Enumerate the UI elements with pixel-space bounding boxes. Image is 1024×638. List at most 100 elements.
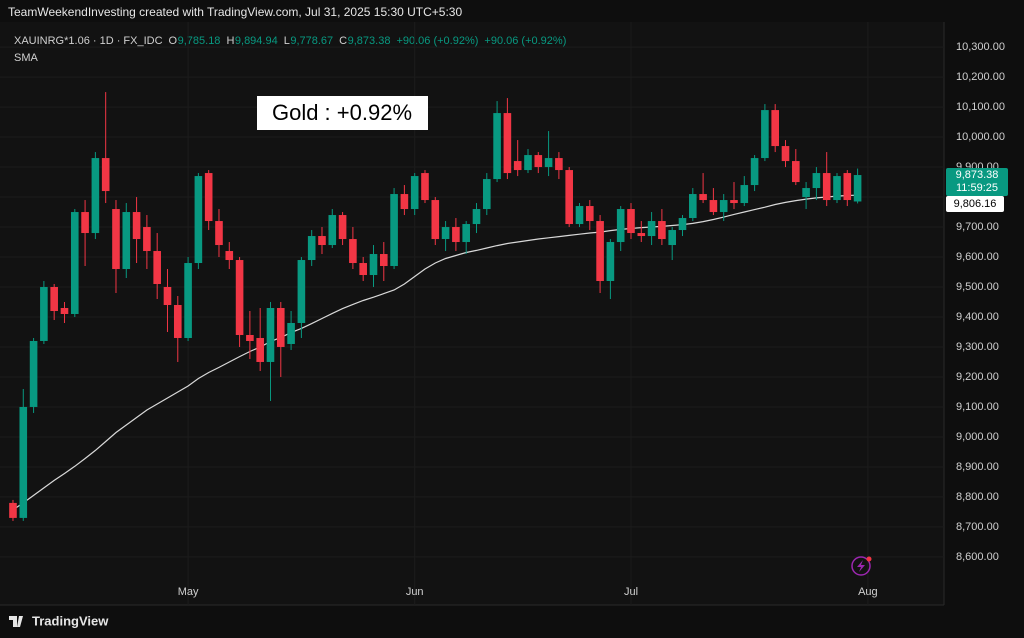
candle-body: [29, 340, 38, 407]
candle-body: [225, 251, 234, 261]
candle-body: [761, 110, 769, 159]
candle-body: [812, 173, 821, 189]
price-tag-box: [946, 168, 1008, 197]
candle-body: [791, 161, 800, 183]
candle-body: [246, 334, 254, 341]
candle-body: [853, 175, 862, 202]
candle-body: [606, 242, 615, 282]
legend-item: +90.06 (+0.92%): [484, 35, 566, 47]
candle-body: [771, 110, 779, 147]
x-tick-label: Jun: [406, 586, 424, 598]
candle-body: [400, 194, 409, 210]
candle-body: [441, 227, 450, 240]
candle-body: [709, 200, 718, 213]
candle-body: [40, 287, 48, 341]
candle-body: [287, 322, 295, 344]
legend-item: O: [169, 35, 178, 47]
candle-body: [91, 158, 100, 234]
candle-body: [596, 221, 604, 282]
y-tick-label: 9,300.00: [956, 341, 999, 353]
footer-brand: TradingView: [32, 613, 109, 628]
candle-body: [730, 200, 738, 204]
legend: XAUINRG*1.06 · 1D · FX_IDC O 9,785.18 H 9,89…: [14, 35, 566, 47]
candle-body: [9, 502, 17, 518]
legend-item: C: [339, 35, 347, 47]
candle-body: [173, 305, 182, 338]
sma-line: [12, 194, 858, 511]
candle-body: [637, 233, 646, 237]
candle-body: [658, 221, 666, 240]
candle-body: [81, 212, 89, 234]
candle-body: [688, 194, 697, 219]
candle-body: [132, 212, 141, 240]
y-tick-label: 8,600.00: [956, 551, 999, 563]
candle-body: [740, 185, 749, 204]
candle-body: [575, 206, 584, 225]
y-tick-label: 10,200.00: [956, 71, 1005, 83]
candle-body: [750, 158, 759, 186]
candle-body: [699, 194, 707, 201]
candle-body: [802, 188, 810, 198]
candle-body: [266, 307, 275, 362]
tradingview-logo: [9, 616, 23, 627]
legend-item: 9,873.38: [348, 35, 391, 47]
candle-body: [503, 113, 512, 174]
countdown: 11:59:25: [956, 182, 998, 194]
y-tick-label: 8,700.00: [956, 521, 999, 533]
candle-body: [544, 158, 553, 168]
candle-body: [338, 215, 347, 240]
candle-body: [328, 215, 337, 246]
candle-body: [647, 221, 656, 237]
y-tick-label: 10,300.00: [956, 41, 1005, 53]
candle-body: [524, 155, 532, 171]
candle-body: [318, 236, 326, 246]
header: TeamWeekendInvesting created with Tradin…: [8, 5, 462, 19]
candle-body: [833, 176, 841, 201]
candle-body: [60, 307, 69, 314]
candle-body: [555, 158, 563, 171]
x-tick-label: Jul: [624, 586, 638, 598]
alert-icon: [851, 556, 872, 576]
y-tick-label: 8,900.00: [956, 461, 999, 473]
candle-body: [472, 209, 481, 225]
y-tick-label: 9,600.00: [956, 251, 999, 263]
candle-body: [369, 254, 378, 276]
y-tick-label: 8,800.00: [956, 491, 999, 503]
legend-item: +90.06 (+0.92%): [396, 35, 478, 47]
legend-item: 9,778.67: [290, 35, 333, 47]
legend-item: 9,785.18: [178, 35, 221, 47]
y-tick-label: 10,000.00: [956, 131, 1005, 143]
candle-body: [585, 206, 594, 222]
candle-body: [194, 176, 203, 264]
candle-body: [410, 176, 419, 210]
y-tick-label: 9,500.00: [956, 281, 999, 293]
candle-body: [184, 263, 192, 338]
candle-body: [421, 173, 429, 201]
candle-body: [256, 337, 264, 362]
candle-body: [493, 113, 501, 180]
candle-body: [122, 212, 131, 270]
annotation: Gold : +0.92%: [272, 100, 412, 125]
candle-body: [112, 209, 120, 270]
sma-tag-box: [946, 196, 1004, 213]
candle-body: [101, 158, 110, 192]
candle-body: [565, 170, 573, 225]
plot: [0, 22, 944, 605]
y-tick-label: 9,200.00: [956, 371, 999, 383]
candle-body: [390, 194, 398, 267]
legend-item: L: [284, 35, 290, 47]
indicator-label: SMA: [14, 52, 39, 64]
candle-body: [19, 406, 28, 518]
sma-tag: 9,806.16: [954, 198, 997, 210]
y-tick-label: 9,100.00: [956, 401, 999, 413]
candle-body: [668, 230, 676, 246]
x-tick-label: Aug: [858, 586, 878, 598]
candle-body: [822, 173, 831, 201]
candle-body: [781, 146, 790, 162]
candle-body: [513, 161, 522, 171]
candle-body: [297, 260, 306, 323]
y-tick-label: 10,100.00: [956, 101, 1005, 113]
candle-body: [359, 263, 367, 276]
